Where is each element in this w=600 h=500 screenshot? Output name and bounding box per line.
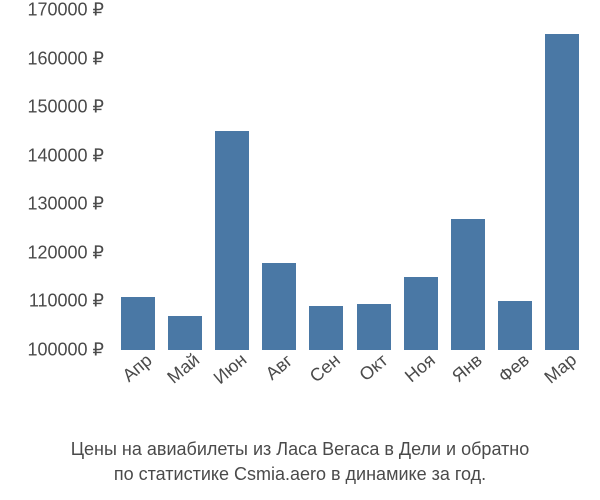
x-tick-label: Мар	[541, 349, 581, 388]
bar-column	[350, 10, 397, 350]
plot-area	[110, 10, 590, 350]
y-tick-label: 170000 ₽	[27, 0, 110, 21]
y-tick-label: 160000 ₽	[27, 48, 110, 69]
x-label-column: Мар	[539, 350, 586, 420]
bar-column	[492, 10, 539, 350]
x-label-column: Авг	[256, 350, 303, 420]
x-label-column: Апр	[114, 350, 161, 420]
bar-column	[114, 10, 161, 350]
bar-column	[256, 10, 303, 350]
bar	[545, 34, 579, 350]
x-label-column: Ноя	[397, 350, 444, 420]
x-label-column: Окт	[350, 350, 397, 420]
bar	[309, 306, 343, 350]
x-tick-label: Ноя	[401, 350, 440, 387]
x-tick-label: Июн	[210, 349, 251, 388]
x-tick-label: Фев	[495, 350, 534, 387]
bar	[121, 297, 155, 350]
bar	[404, 277, 438, 350]
x-tick-label: Авг	[262, 350, 297, 384]
y-tick-label: 140000 ₽	[27, 145, 110, 166]
bar-column	[397, 10, 444, 350]
bar	[215, 131, 249, 350]
bar	[357, 304, 391, 350]
chart-caption: Цены на авиабилеты из Ласа Вегаса в Дели…	[0, 437, 600, 486]
price-chart: 100000 ₽ 110000 ₽ 120000 ₽ 130000 ₽ 140000 ₽…	[0, 0, 600, 420]
x-tick-label: Окт	[355, 350, 392, 386]
bar-column	[539, 10, 586, 350]
bars-container	[110, 10, 590, 350]
caption-line-2: по статистике Csmia.aero в динамике за г…	[0, 462, 600, 486]
y-tick-label: 120000 ₽	[27, 242, 110, 263]
x-tick-label: Апр	[118, 350, 156, 387]
y-tick-label: 150000 ₽	[27, 97, 110, 118]
x-label-column: Май	[161, 350, 208, 420]
x-label-column: Фев	[492, 350, 539, 420]
y-tick-label: 100000 ₽	[27, 340, 110, 361]
y-axis: 100000 ₽110000 ₽120000 ₽130000 ₽140000 ₽…	[0, 10, 110, 350]
bar-column	[208, 10, 255, 350]
bar-column	[444, 10, 491, 350]
bar-column	[161, 10, 208, 350]
bar	[168, 316, 202, 350]
bar	[451, 219, 485, 350]
y-tick-label: 130000 ₽	[27, 194, 110, 215]
caption-line-1: Цены на авиабилеты из Ласа Вегаса в Дели…	[0, 437, 600, 461]
bar	[498, 301, 532, 350]
bar-column	[303, 10, 350, 350]
x-axis-labels: АпрМайИюн Авг Сен ОктНояЯнвФевМар	[110, 350, 590, 420]
bar	[262, 263, 296, 350]
y-tick-label: 110000 ₽	[29, 291, 110, 312]
x-label-column: Янв	[444, 350, 491, 420]
x-tick-label: Сен	[306, 350, 345, 387]
x-label-column: Сен	[303, 350, 350, 420]
x-tick-label: Янв	[448, 350, 486, 387]
x-label-column: Июн	[208, 350, 255, 420]
x-tick-label: Май	[163, 349, 204, 388]
